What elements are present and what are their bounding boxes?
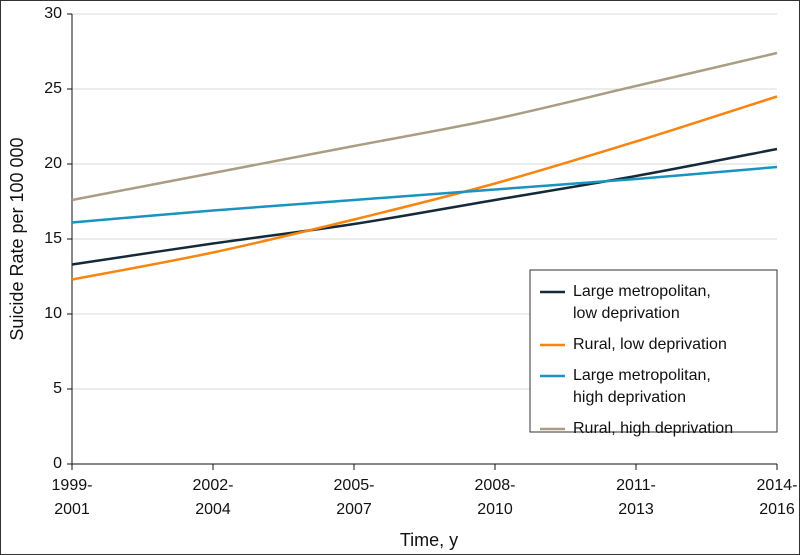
x-tick-label: 2011-2013 xyxy=(616,477,656,518)
y-tick-label: 5 xyxy=(53,380,62,397)
legend-label: Rural, high deprivation xyxy=(573,420,733,437)
y-tick-label: 25 xyxy=(44,80,62,97)
legend-label: Rural, low deprivation xyxy=(573,336,727,353)
series-line xyxy=(71,51,778,202)
legend-label: Large metropolitan, low deprivation xyxy=(573,283,711,322)
y-tick-label: 0 xyxy=(53,455,62,472)
x-tick-label: 1999-2001 xyxy=(52,477,93,518)
y-tick-label: 10 xyxy=(44,305,62,322)
x-tick-label: 2002-2004 xyxy=(193,477,234,518)
y-tick-label: 30 xyxy=(44,5,62,22)
x-tick-label: 2005-2007 xyxy=(334,477,375,518)
x-tick-label: 2008-2010 xyxy=(475,477,516,518)
y-tick-label: 20 xyxy=(44,155,62,172)
x-axis-title: Time, y xyxy=(400,530,458,550)
y-axis-title: Suicide Rate per 100 000 xyxy=(7,137,27,340)
series-line xyxy=(71,165,778,224)
series-line xyxy=(71,147,778,266)
x-tick-label: 2014-2016 xyxy=(757,477,798,518)
y-tick-label: 15 xyxy=(44,230,62,247)
legend-box xyxy=(529,269,778,433)
legend-label: Large metropolitan, high deprivation xyxy=(573,367,711,406)
legend: Large metropolitan, low deprivation Rural,… xyxy=(529,269,778,437)
series-line xyxy=(71,95,778,281)
